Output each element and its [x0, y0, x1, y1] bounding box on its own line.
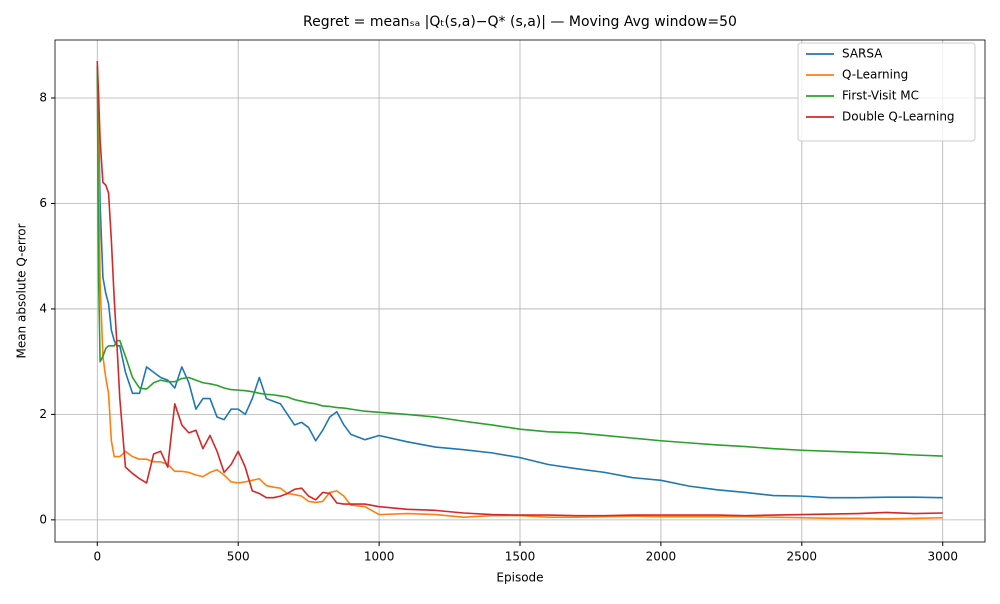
legend-label: SARSA: [842, 47, 883, 61]
plot-frame: [54, 39, 986, 543]
y-tick-label: 4: [39, 301, 47, 315]
legend-box: [797, 42, 976, 142]
chart-title: Regret = meanₛₐ |Qₜ(s,a)−Q* (s,a)| — Mov…: [303, 14, 737, 30]
legend: SARSA Q-Learning First-Visit MC Double Q-Le…: [797, 42, 976, 142]
x-tick-label: 1500: [505, 550, 536, 564]
y-axis-label: Mean absolute Q-error: [15, 223, 29, 358]
data-line: [96, 66, 943, 499]
legend-label: Double Q-Learning: [842, 110, 955, 124]
x-tick-label: 3000: [927, 550, 958, 564]
y-tick-label: 8: [39, 91, 47, 105]
y-tick-label: 6: [39, 196, 47, 210]
data-line: [96, 66, 943, 520]
legend-label: Q-Learning: [842, 68, 908, 82]
x-tick-label: 500: [227, 550, 250, 564]
x-tick-label: 2500: [787, 550, 818, 564]
x-axis-label: Episode: [496, 571, 543, 585]
x-tick-label: 0: [93, 550, 101, 564]
legend-label: First-Visit MC: [842, 89, 919, 103]
data-line: [96, 61, 943, 517]
x-tick-label: 1000: [364, 550, 395, 564]
data-line: [96, 66, 943, 457]
y-tick-label: 0: [39, 512, 47, 526]
x-tick-label: 2000: [646, 550, 677, 564]
y-tick-label: 2: [39, 407, 47, 421]
